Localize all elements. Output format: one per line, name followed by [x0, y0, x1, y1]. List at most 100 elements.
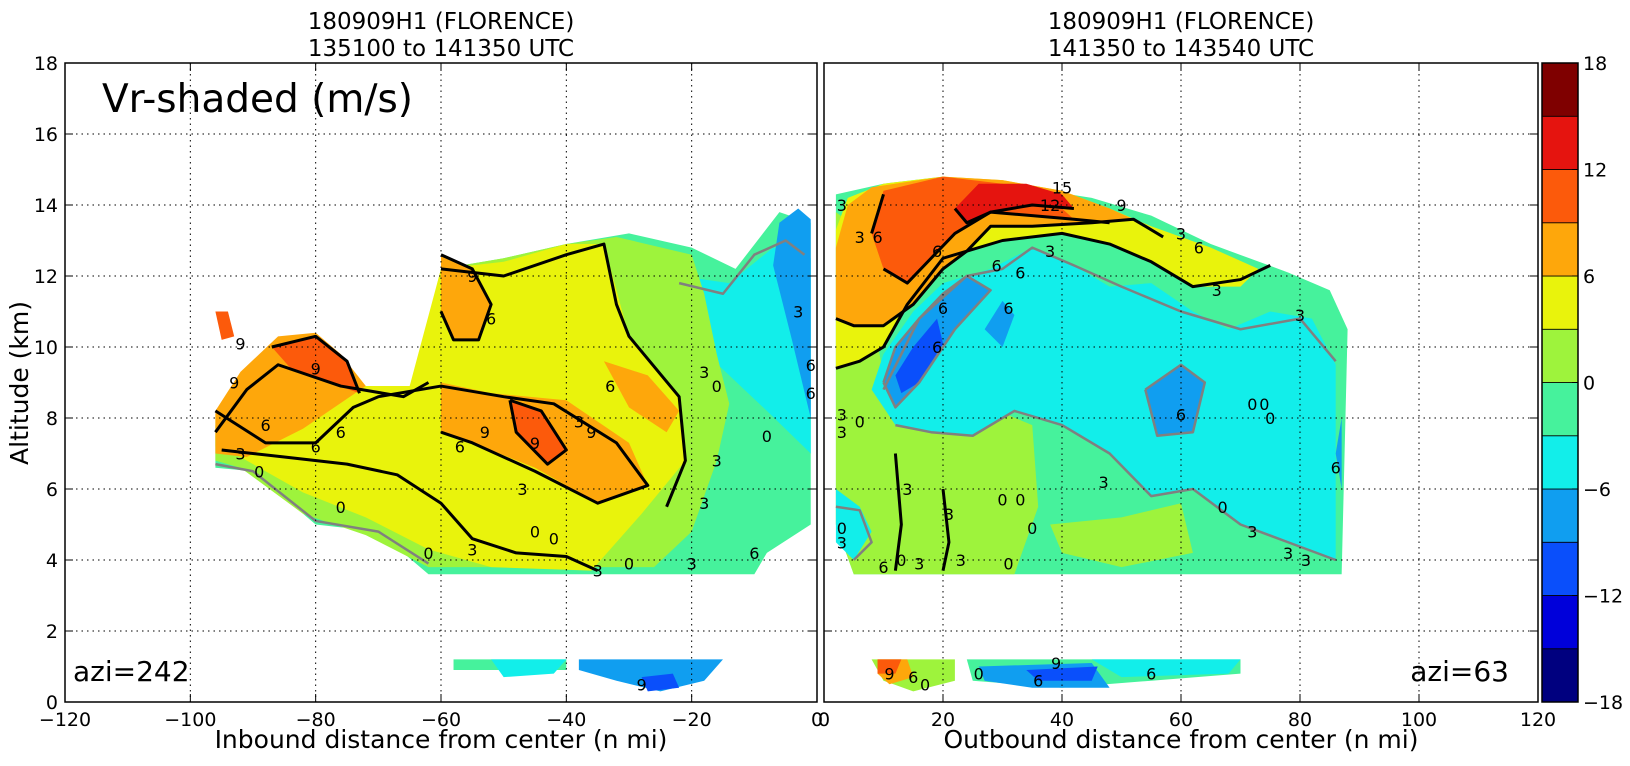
contour-label: 9 [229, 374, 239, 393]
right-azimuth-label: azi=63 [1410, 655, 1509, 688]
contour-label: 6 [806, 384, 816, 403]
contour-label: 9 [530, 434, 540, 453]
contour-label: 6 [908, 668, 918, 687]
contour-label: 6 [932, 338, 942, 357]
y-tick-label: 14 [34, 195, 58, 217]
contour-label: 0 [1259, 395, 1269, 414]
positive-contour-line [214, 384, 650, 505]
x-tick-label: 100 [1401, 709, 1437, 731]
shaded-region [491, 659, 567, 678]
contour-label: 3 [1301, 551, 1311, 570]
positive-contour-line [893, 453, 903, 571]
contour-label: 0 [530, 523, 540, 542]
left-title-line-1: 180909H1 (FLORENCE) [308, 9, 575, 35]
y-tick-label: 16 [34, 124, 58, 146]
contour-label: 6 [1015, 263, 1025, 282]
contour-label: 9 [586, 423, 596, 442]
x-tick-label: 120 [1520, 709, 1556, 731]
contour-label: 3 [1045, 242, 1055, 261]
colorbar-segment [1541, 62, 1579, 117]
contour-label: 6 [1003, 299, 1013, 318]
right-title-line-2: 141350 to 143540 UTC [1048, 36, 1314, 62]
contour-label: 0 [1015, 491, 1025, 510]
contour-label: 9 [884, 665, 894, 684]
contour-label: 0 [762, 427, 772, 446]
colorbar-tick-label: −18 [1583, 692, 1623, 714]
contour-label: 15 [1052, 178, 1072, 197]
negative-contour-line [678, 239, 806, 295]
shaded-region [954, 183, 1074, 223]
contour-label: 3 [837, 533, 847, 552]
positive-contour-line [439, 253, 493, 342]
x-tick-label: 60 [1169, 709, 1193, 731]
shaded-region [441, 254, 492, 340]
shaded-region [679, 247, 811, 454]
contour-label: 9 [311, 359, 321, 378]
contour-label: 9 [235, 334, 245, 353]
contour-label: 6 [311, 437, 321, 456]
positive-contour-line [440, 242, 687, 508]
contour-label: 0 [1218, 498, 1228, 517]
colorbar-segment [1541, 382, 1579, 437]
contour-label: 6 [932, 242, 942, 261]
negative-contour-line [895, 409, 1337, 562]
colorbar-tick-label: 18 [1583, 53, 1607, 75]
contour-label: 6 [455, 437, 465, 456]
contour-label: 3 [1247, 523, 1257, 542]
x-tick-label: 0 [811, 709, 823, 731]
y-tick-label: 2 [46, 621, 58, 643]
contour-label: 3 [793, 303, 803, 322]
colorbar-segment [1541, 435, 1579, 490]
colorbar-tick-label: 6 [1583, 266, 1595, 288]
y-tick-label: 8 [46, 408, 58, 430]
vr-shaded-annotation: Vr-shaded (m/s) [102, 77, 413, 122]
shaded-region [641, 673, 680, 692]
shaded-region [1335, 418, 1342, 489]
contour-label: 3 [956, 551, 966, 570]
colorbar-segment [1541, 595, 1579, 650]
y-axis-label: Altitude (km) [5, 301, 34, 465]
contour-label: 0 [974, 665, 984, 684]
contour-label: 3 [1295, 306, 1305, 325]
contour-label: 6 [806, 356, 816, 375]
y-tick-label: 6 [46, 479, 58, 501]
left-title-line-2: 135100 to 141350 UTC [308, 36, 574, 62]
colorbar-segment [1541, 488, 1579, 543]
contour-label: 0 [624, 555, 634, 574]
shaded-region [1050, 503, 1193, 568]
y-tick-label: 18 [34, 53, 58, 75]
contour-label: 0 [336, 498, 346, 517]
contour-label: 3 [712, 452, 722, 471]
colorbar-segment [1541, 222, 1579, 277]
contour-label: 6 [486, 310, 496, 329]
shaded-region [1091, 659, 1241, 678]
contour-label: 9 [1051, 654, 1061, 673]
colorbar-segment [1541, 115, 1579, 170]
colorbar-segment [1541, 648, 1579, 703]
colorbar-tick-label: 12 [1583, 160, 1607, 182]
contour-label: 6 [1176, 405, 1186, 424]
x-tick-label: −100 [164, 709, 216, 731]
contour-label: 6 [749, 544, 759, 563]
contour-label: 3 [1283, 544, 1293, 563]
negative-contour-line [1144, 363, 1207, 437]
colorbar-tick-label: −12 [1583, 586, 1623, 608]
left-x-axis-label: Inbound distance from center (n mi) [215, 725, 668, 754]
contour-label: 6 [1033, 672, 1043, 691]
negative-contour-line [835, 505, 873, 561]
contour-label: 3 [837, 405, 847, 424]
colorbar-segment [1541, 541, 1579, 596]
shaded-region [835, 489, 872, 560]
contour-label: 0 [997, 491, 1007, 510]
y-tick-label: 4 [46, 550, 58, 572]
positive-contour-line [882, 210, 1110, 285]
x-tick-label: −60 [421, 709, 461, 731]
negative-contour-line [882, 274, 992, 409]
left-azimuth-label: azi=242 [73, 655, 190, 688]
contour-label: 0 [920, 675, 930, 694]
contour-label: 3 [593, 562, 603, 581]
negative-contour-line [882, 246, 1337, 391]
contour-label: 0 [1027, 519, 1037, 538]
